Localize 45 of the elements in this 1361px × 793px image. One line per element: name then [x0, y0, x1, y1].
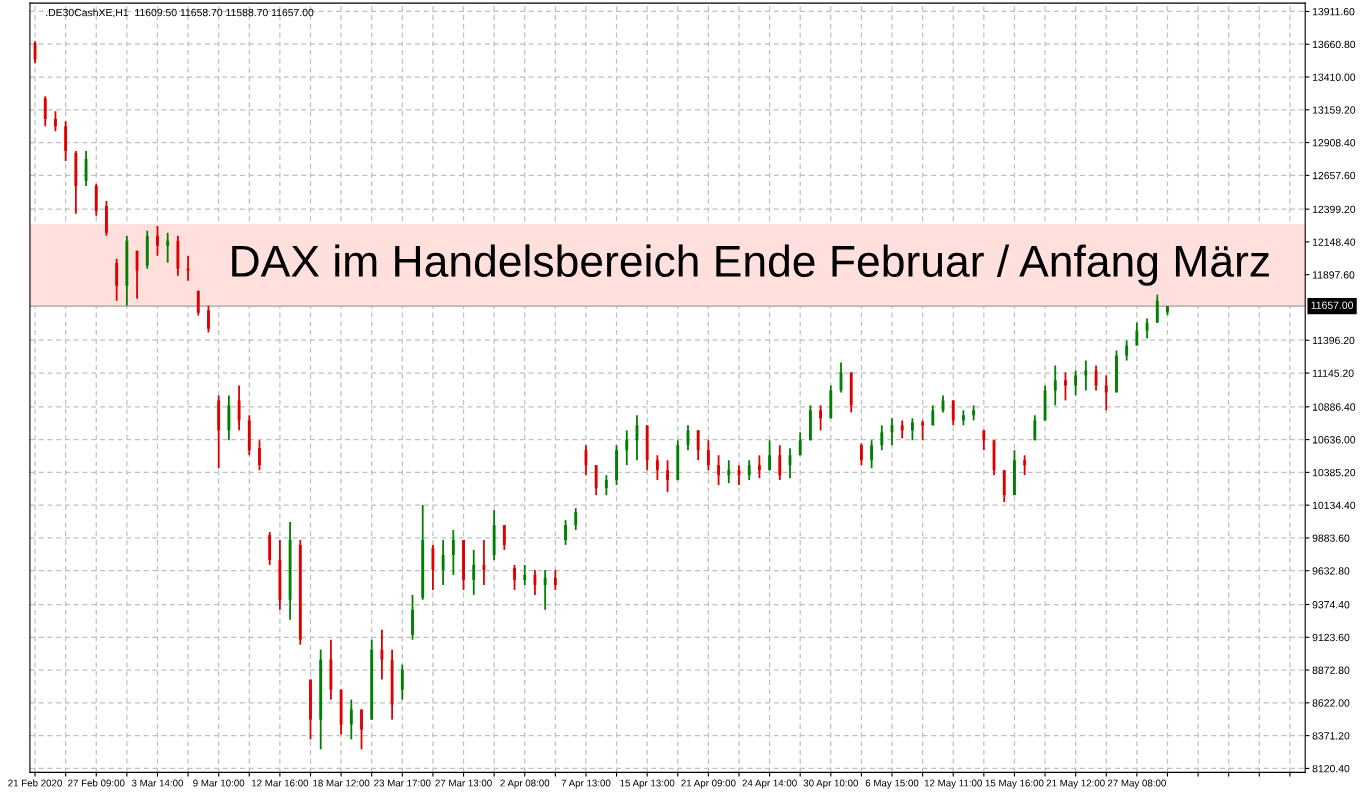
y-tick-label: 13159.20: [1312, 106, 1356, 114]
y-tick-label: 12148.40: [1312, 238, 1356, 246]
y-tick-label: 10134.40: [1312, 501, 1356, 510]
x-tick-label: 27 Feb 09:00: [68, 779, 125, 787]
y-tick-label: 12399.20: [1312, 205, 1356, 214]
x-tick-label: 30 Apr 10:00: [803, 779, 858, 789]
x-tick-label: 27 May 08:00: [1107, 779, 1166, 789]
y-tick-label: 9123.60: [1312, 633, 1350, 642]
y-tick-label: 9632.80: [1312, 567, 1350, 575]
x-tick-label: 21 Feb 2020: [8, 779, 62, 787]
x-tick-label: 15 Apr 13:00: [620, 779, 675, 789]
x-tick-label: 12 May 11:00: [924, 779, 982, 789]
y-tick-label: 8120.40: [1312, 764, 1350, 773]
y-tick-label: 10385.20: [1312, 468, 1356, 477]
y-tick-label: 9374.40: [1312, 601, 1350, 609]
x-tick-label: 3 Mar 14:00: [131, 779, 184, 787]
y-tick-label: 10886.40: [1312, 403, 1356, 411]
y-tick-label: 13660.80: [1312, 40, 1356, 49]
ref-line-label: 11657.00: [1311, 301, 1354, 309]
x-tick-label: 9 Mar 10:00: [193, 779, 245, 787]
y-tick-label: 8371.20: [1312, 732, 1350, 740]
x-tick-label: 12 Mar 16:00: [251, 779, 309, 787]
y-tick-label: 11897.60: [1312, 271, 1355, 279]
x-tick-label: 21 May 12:00: [1046, 779, 1105, 789]
band-label: DAX im Handelsbereich Ende Februar / Anfang März: [232, 244, 1269, 286]
y-tick-label: 13410.00: [1312, 73, 1356, 81]
y-tick-label: 9883.60: [1312, 534, 1350, 542]
y-tick-label: 12657.60: [1312, 171, 1356, 180]
x-tick-label: 27 Mar 13:00: [435, 779, 492, 787]
y-tick-label: 10636.00: [1312, 436, 1356, 444]
y-tick-label: 8622.00: [1312, 699, 1350, 707]
y-tick-label: 8872.80: [1312, 666, 1350, 674]
x-tick-label: 24 Apr 14:00: [742, 779, 797, 789]
x-tick-label: 7 Apr 13:00: [561, 779, 611, 789]
x-tick-label: 21 Apr 09:00: [681, 779, 736, 789]
x-tick-label: 18 Mar 12:00: [313, 779, 370, 787]
y-tick-label: 11145.20: [1312, 369, 1354, 377]
annotation: .DE30CashXE,H1 11609.50 11658.70 11588.70 11657.00: [46, 8, 314, 18]
y-tick-label: 11396.20: [1312, 336, 1355, 345]
x-tick-label: 2 Apr 08:00: [500, 779, 550, 789]
x-tick-label: 6 May 15:00: [865, 779, 919, 789]
y-tick-label: 13911.60: [1312, 7, 1355, 16]
y-tick-label: 12908.40: [1312, 139, 1356, 147]
x-tick-label: 23 Mar 17:00: [374, 779, 431, 787]
x-tick-label: 15 May 16:00: [985, 779, 1044, 789]
